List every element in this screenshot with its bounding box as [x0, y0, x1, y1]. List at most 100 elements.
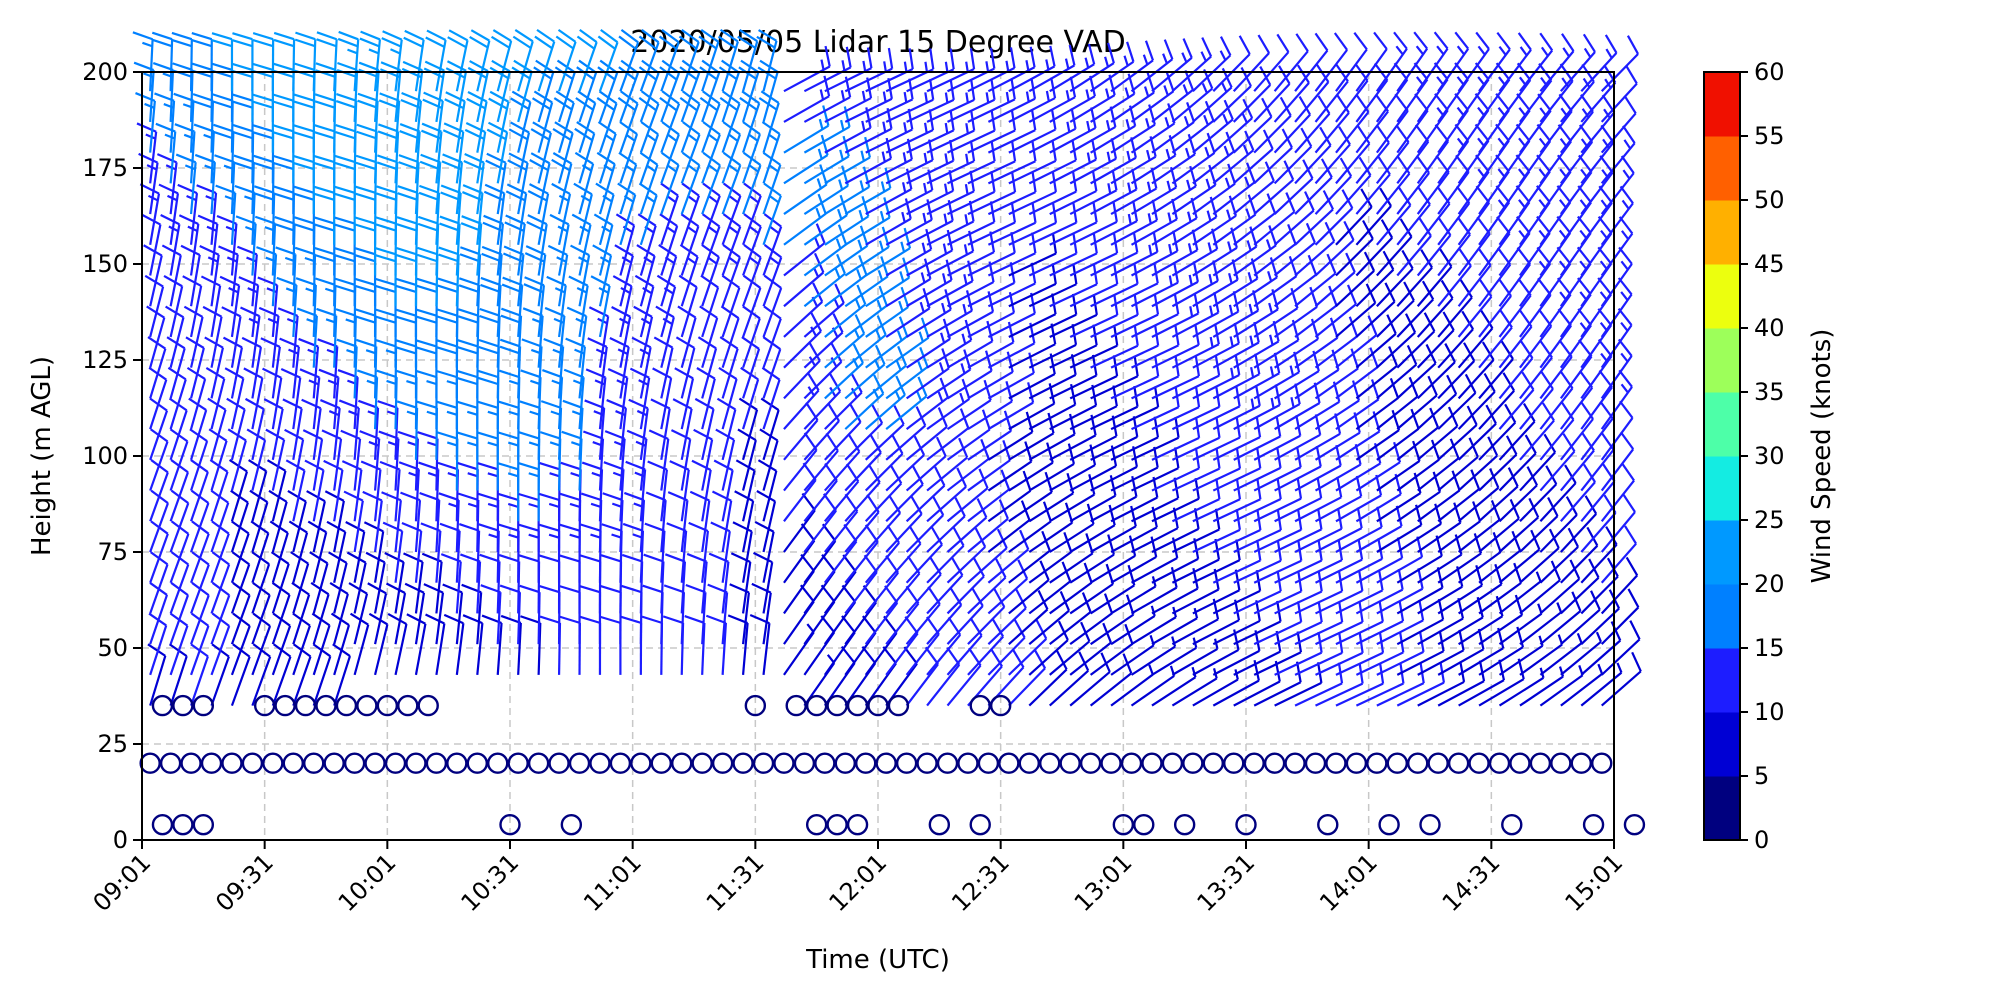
barb-flag-half	[550, 473, 560, 476]
barb-staff	[1152, 407, 1199, 429]
wind-barb	[539, 586, 559, 644]
barb-staff	[1377, 620, 1423, 644]
wind-barb	[317, 32, 337, 91]
barb-flag-full	[336, 94, 356, 101]
barb-staff	[212, 626, 230, 675]
wind-barb	[459, 524, 479, 583]
wind-barb	[988, 442, 1031, 491]
wind-barb	[1091, 624, 1133, 675]
barb-flag-half	[369, 442, 379, 446]
barb-staff	[1540, 675, 1582, 705]
barb-flag-full	[519, 494, 539, 500]
barb-flag-half	[964, 274, 966, 284]
barb-flag-half	[880, 241, 883, 251]
wind-barb	[804, 225, 846, 276]
barb-staff	[1009, 668, 1045, 705]
barb-flag-full	[580, 617, 600, 623]
barb-flag-full	[563, 401, 583, 408]
barb-staff	[150, 564, 167, 613]
barb-flag-half	[488, 443, 498, 446]
barb-staff	[600, 42, 618, 91]
wind-barb	[426, 614, 445, 674]
barb-staff	[723, 227, 741, 276]
wind-barb	[338, 32, 358, 91]
barb-flag-half	[1163, 54, 1167, 64]
barb-flag-full	[222, 307, 241, 316]
barb-staff	[457, 71, 466, 122]
barb-flag-full	[418, 217, 438, 224]
barb-staff	[1091, 315, 1138, 337]
barb-staff	[968, 99, 1015, 122]
wind-barb	[213, 94, 233, 152]
wind-barb	[398, 432, 418, 491]
barb-staff	[988, 638, 1024, 675]
barb-flag-full	[1317, 65, 1329, 82]
barb-staff	[1009, 192, 1056, 214]
wind-barb	[948, 410, 990, 460]
barb-staff	[1091, 158, 1136, 184]
wind-barb	[643, 586, 663, 644]
wind-barb	[698, 337, 716, 398]
barb-flag-full	[274, 40, 294, 46]
barb-flag-full	[376, 217, 396, 223]
wind-barb	[845, 138, 891, 183]
barb-flag-full	[1436, 125, 1449, 142]
barb-staff	[1172, 313, 1218, 337]
barb-flag-full	[283, 399, 302, 408]
wind-barb	[357, 125, 377, 184]
barb-staff	[1316, 465, 1361, 491]
wind-barb	[1213, 660, 1259, 705]
barb-staff	[1275, 529, 1322, 552]
barb-flag-half	[1578, 633, 1582, 643]
barb-flag-full	[335, 187, 355, 193]
barb-staff	[988, 130, 1035, 153]
barb-flag-full	[459, 278, 479, 285]
barb-flag-full	[417, 371, 437, 377]
wind-barb	[907, 230, 953, 275]
wind-barb	[458, 463, 478, 521]
barb-flag-full	[1091, 108, 1095, 128]
wind-barb	[825, 226, 868, 276]
barb-flag-half	[820, 119, 823, 129]
barb-flag-half	[901, 242, 904, 252]
barb-flag-half	[427, 381, 437, 384]
wind-barb	[1520, 434, 1555, 490]
wind-barb	[296, 278, 316, 337]
barb-flag-full	[349, 583, 367, 594]
barb-flag-full	[438, 279, 458, 285]
barb-staff	[436, 40, 445, 91]
barb-flag-full	[376, 193, 396, 199]
wind-barb	[1275, 97, 1310, 153]
barb-flag-full	[233, 132, 253, 138]
barb-flag-half	[924, 183, 926, 193]
barb-staff	[1091, 346, 1138, 368]
barb-flag-half	[1396, 46, 1402, 54]
barb-flag-full	[173, 63, 193, 70]
wind-barb	[686, 585, 706, 644]
barb-flag-half	[1193, 667, 1196, 677]
barb-staff	[1050, 495, 1095, 522]
wind-barb	[644, 555, 664, 614]
barb-staff	[723, 196, 741, 245]
barb-flag-full	[1477, 186, 1490, 203]
barb-flag-full	[376, 224, 396, 230]
barb-flag-half	[1128, 183, 1130, 193]
wind-barb	[419, 186, 439, 245]
barb-staff	[1356, 558, 1402, 583]
wind-barb	[356, 340, 376, 398]
barb-staff	[1050, 96, 1095, 122]
wind-barb	[907, 408, 947, 460]
barb-staff	[1009, 161, 1056, 184]
barb-flag-half	[1067, 122, 1069, 132]
barb-staff	[620, 165, 636, 215]
barb-flag-half	[488, 504, 498, 507]
wind-barb	[1091, 595, 1134, 644]
barb-flag-full	[364, 522, 383, 531]
barb-flag-full	[303, 430, 322, 439]
barb-flag-full	[355, 279, 375, 285]
barb-staff	[968, 578, 1006, 614]
barb-staff	[1009, 66, 1055, 91]
wind-barb	[522, 339, 542, 398]
barb-staff	[1316, 528, 1362, 552]
barb-flag-full	[315, 132, 335, 138]
